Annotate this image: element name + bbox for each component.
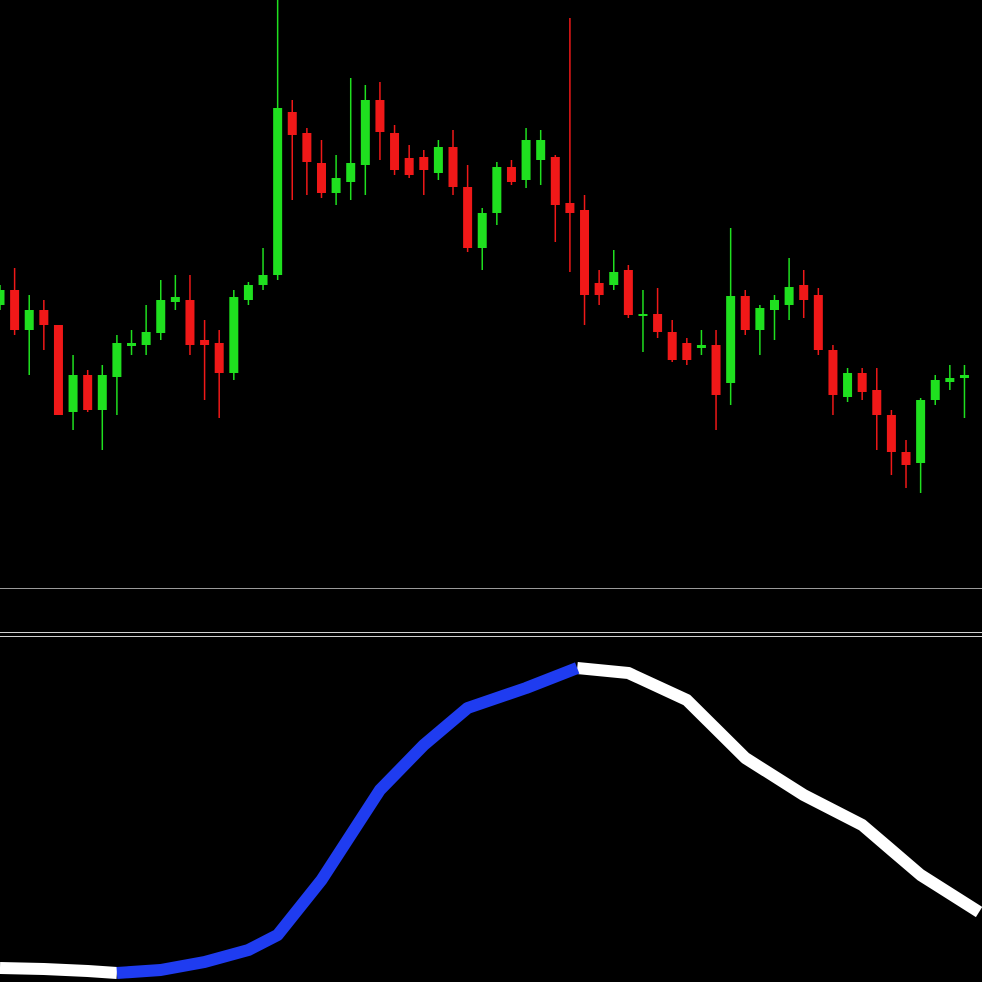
candle-body [214, 343, 224, 373]
candle-body [243, 285, 253, 300]
candle-body [901, 452, 911, 465]
candle-body [784, 287, 794, 305]
candle-body [769, 300, 779, 310]
candle-body [945, 378, 955, 382]
candle-body [536, 140, 546, 160]
candle-body [0, 290, 5, 305]
candle-body [580, 210, 590, 295]
candle-body [667, 332, 677, 360]
candle-body [930, 380, 940, 400]
candle-body [39, 310, 49, 325]
candle-body [682, 343, 692, 360]
candle-body [828, 350, 838, 395]
candle-body [653, 314, 663, 332]
indicator-panel [0, 662, 982, 979]
candle-body [229, 297, 239, 373]
candle-body [404, 158, 414, 175]
candle-body [550, 157, 560, 205]
candle-body [156, 300, 166, 333]
candle-body [755, 308, 765, 330]
candle-body [638, 314, 648, 316]
candle-body [696, 345, 706, 348]
candle-body [711, 345, 721, 395]
candle-body [97, 375, 107, 410]
candle-body [521, 140, 531, 180]
candle-body [200, 340, 210, 345]
candle-body [360, 100, 370, 165]
indicator-line [0, 662, 982, 979]
candle-body [872, 390, 882, 415]
candle-body [390, 133, 400, 170]
candle-body [565, 203, 575, 213]
candle-body [419, 157, 429, 170]
candle-body [141, 332, 151, 345]
candle-body [623, 270, 633, 315]
candle-body [609, 272, 619, 285]
candle-body [886, 415, 896, 452]
candle-body [375, 100, 385, 132]
candle-body [448, 147, 458, 187]
candle-body [273, 108, 283, 275]
candle-body [316, 163, 326, 193]
candle-body [726, 296, 736, 383]
candle-body [287, 112, 297, 135]
candle-body [857, 373, 867, 392]
candle-body [331, 178, 341, 193]
candle-body [799, 285, 809, 300]
candle-body [10, 290, 20, 330]
candle-body [185, 300, 195, 345]
candle-body [83, 375, 93, 410]
candle-body [477, 213, 487, 248]
candle-body [433, 147, 443, 173]
candle-body [258, 275, 268, 285]
candle-body [112, 343, 122, 377]
candle-body [492, 167, 502, 213]
candle-body [24, 310, 34, 330]
candle-body [740, 296, 750, 330]
candle-body [302, 133, 312, 162]
candle-body [127, 343, 137, 346]
candle-body [68, 375, 78, 412]
candle-body [463, 187, 473, 248]
price-panel [0, 0, 969, 493]
candle-body [843, 373, 853, 397]
candle-body [594, 283, 604, 295]
indicator-line [116, 662, 580, 979]
candle-body [53, 325, 63, 415]
candle-body [170, 297, 180, 302]
candle-body [959, 375, 969, 378]
candle-body [506, 167, 516, 182]
candle-body [916, 400, 926, 463]
candle-body [813, 295, 823, 350]
candle-body [346, 163, 356, 182]
